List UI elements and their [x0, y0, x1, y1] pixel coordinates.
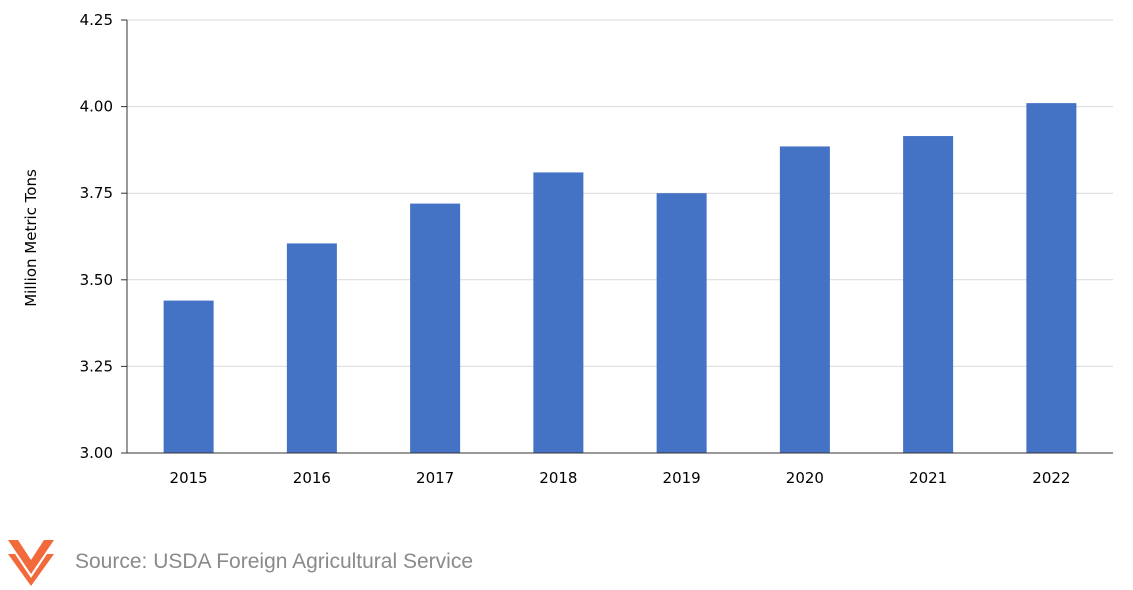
bar-chart: 3.003.253.503.754.004.25 2015 2016 2017 201… [22, 11, 1113, 487]
x-tick-label: 2015 [170, 469, 208, 487]
x-tick-label: 2021 [909, 469, 947, 487]
bar-2020 [779, 146, 830, 453]
x-tick-label: 2019 [663, 469, 701, 487]
logo-chevron-shape [8, 540, 54, 574]
y-tick-label: 4.25 [80, 11, 113, 29]
bar-2021 [903, 136, 954, 453]
bar-2019 [656, 193, 707, 453]
source-caption: Source: USDA Foreign Agricultural Servic… [75, 550, 474, 573]
x-tick-label: 2018 [539, 469, 577, 487]
y-tick-label: 3.25 [80, 357, 113, 375]
x-tick-label: 2017 [416, 469, 454, 487]
x-tick-label: 2022 [1032, 469, 1070, 487]
axes [121, 19, 1113, 454]
chevron-stack-logo-icon [8, 540, 54, 586]
logo-chevron-shape [8, 554, 54, 586]
y-tick-labels: 3.00 3.25 3.50 3.75 4.00 4.25 [80, 11, 113, 462]
bar-2015 [163, 300, 214, 453]
bar-2016 [286, 243, 337, 453]
x-tick-label: 2016 [293, 469, 331, 487]
bar-2018 [533, 172, 584, 453]
bars [163, 103, 1077, 454]
y-tick-label: 3.75 [80, 184, 113, 202]
x-tick-label: 2020 [786, 469, 824, 487]
y-tick-label: 3.50 [80, 271, 113, 289]
gridlines [127, 19, 1113, 367]
y-axis-title: Million Metric Tons [22, 169, 40, 307]
bar-2022 [1026, 103, 1077, 454]
bar-2017 [410, 203, 461, 453]
y-tick-label: 4.00 [80, 98, 113, 116]
y-tick-label: 3.00 [80, 444, 113, 462]
x-tick-labels: 2015 2016 2017 2018 2019 2020 2021 2022 [170, 469, 1071, 487]
footer: Source: USDA Foreign Agricultural Servic… [0, 534, 1133, 590]
